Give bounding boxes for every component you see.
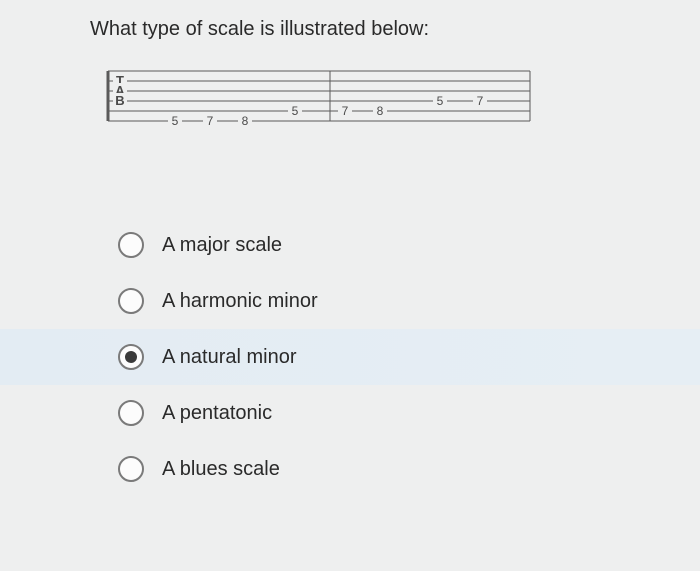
svg-text:7: 7 [207, 114, 214, 127]
answer-option[interactable]: A blues scale [118, 441, 700, 497]
svg-text:5: 5 [437, 94, 444, 108]
svg-text:B: B [115, 93, 124, 108]
answer-label: A harmonic minor [162, 290, 318, 313]
answer-option[interactable]: A natural minor [0, 329, 700, 385]
svg-text:8: 8 [377, 104, 384, 118]
radio-button[interactable] [118, 288, 144, 314]
answer-label: A major scale [162, 234, 282, 257]
svg-text:8: 8 [242, 114, 249, 127]
svg-text:7: 7 [342, 104, 349, 118]
answer-option[interactable]: A harmonic minor [118, 273, 700, 329]
answer-label: A natural minor [162, 346, 297, 369]
tablature-svg: TAB57857857 [100, 67, 560, 127]
answer-label: A blues scale [162, 458, 280, 481]
svg-text:7: 7 [477, 94, 484, 108]
radio-button[interactable] [118, 232, 144, 258]
answer-option[interactable]: A major scale [118, 217, 700, 273]
radio-button[interactable] [118, 400, 144, 426]
svg-text:5: 5 [172, 114, 179, 127]
radio-dot-icon [125, 351, 137, 363]
answer-options: A major scale A harmonic minor A natural m… [90, 217, 700, 497]
answer-option[interactable]: A pentatonic [118, 385, 700, 441]
radio-button[interactable] [118, 456, 144, 482]
tablature-figure: TAB57857857 [100, 67, 700, 127]
answer-label: A pentatonic [162, 402, 272, 425]
svg-text:5: 5 [292, 104, 299, 118]
radio-button[interactable] [118, 344, 144, 370]
question-text: What type of scale is illustrated below: [90, 18, 700, 41]
